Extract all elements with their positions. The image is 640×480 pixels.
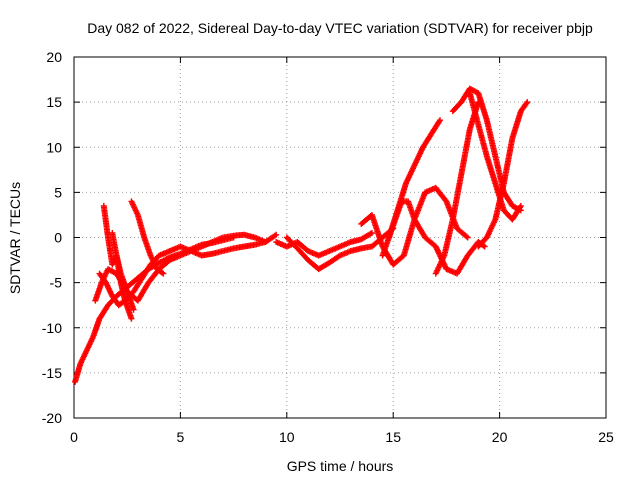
y-axis-label: SDTVAR / TECUs [7, 182, 23, 294]
series-track-11 [385, 117, 444, 241]
series-track-5 [109, 229, 135, 322]
data-point [128, 315, 135, 322]
data-point [273, 231, 280, 238]
x-tick-label: 20 [492, 429, 508, 445]
data-point [130, 306, 137, 313]
y-tick-label: 20 [46, 49, 62, 65]
y-tick-label: 5 [54, 184, 62, 200]
data-point [464, 234, 471, 241]
data-point [463, 233, 470, 240]
x-tick-label: 15 [385, 429, 401, 445]
series-track-12 [432, 99, 482, 277]
series-track-14 [475, 99, 531, 250]
y-tick-label: 10 [46, 139, 62, 155]
axis-ticks: 0 5 10 15 20 25 -20 -15 -10 -5 0 5 10 15 20 [42, 49, 614, 445]
y-tick-label: -15 [42, 365, 62, 381]
data-point [517, 202, 524, 209]
y-tick-label: 15 [46, 94, 62, 110]
x-tick-label: 25 [598, 429, 614, 445]
y-tick-label: -5 [50, 275, 63, 291]
data-point [437, 117, 444, 124]
series-track-13 [449, 85, 524, 214]
data-point [159, 269, 166, 276]
x-tick-label: 0 [70, 429, 78, 445]
data-point [481, 243, 488, 250]
data-points [72, 85, 531, 385]
data-point [368, 229, 375, 236]
series-track-15 [466, 90, 524, 223]
grid [74, 57, 606, 418]
data-point [523, 100, 530, 107]
series-track-7 [273, 229, 375, 259]
x-tick-label: 5 [177, 429, 185, 445]
data-point [262, 239, 269, 246]
chart-title: Day 082 of 2022, Sidereal Day-to-day VTE… [87, 20, 593, 36]
y-tick-label: 0 [54, 230, 62, 246]
y-tick-label: -10 [42, 320, 62, 336]
data-point [160, 270, 167, 277]
y-tick-label: -20 [42, 410, 62, 426]
data-point [524, 99, 531, 106]
x-axis-label: GPS time / hours [287, 458, 394, 474]
series-track-1 [72, 234, 237, 385]
series-track-6 [128, 198, 167, 277]
x-tick-label: 10 [279, 429, 295, 445]
